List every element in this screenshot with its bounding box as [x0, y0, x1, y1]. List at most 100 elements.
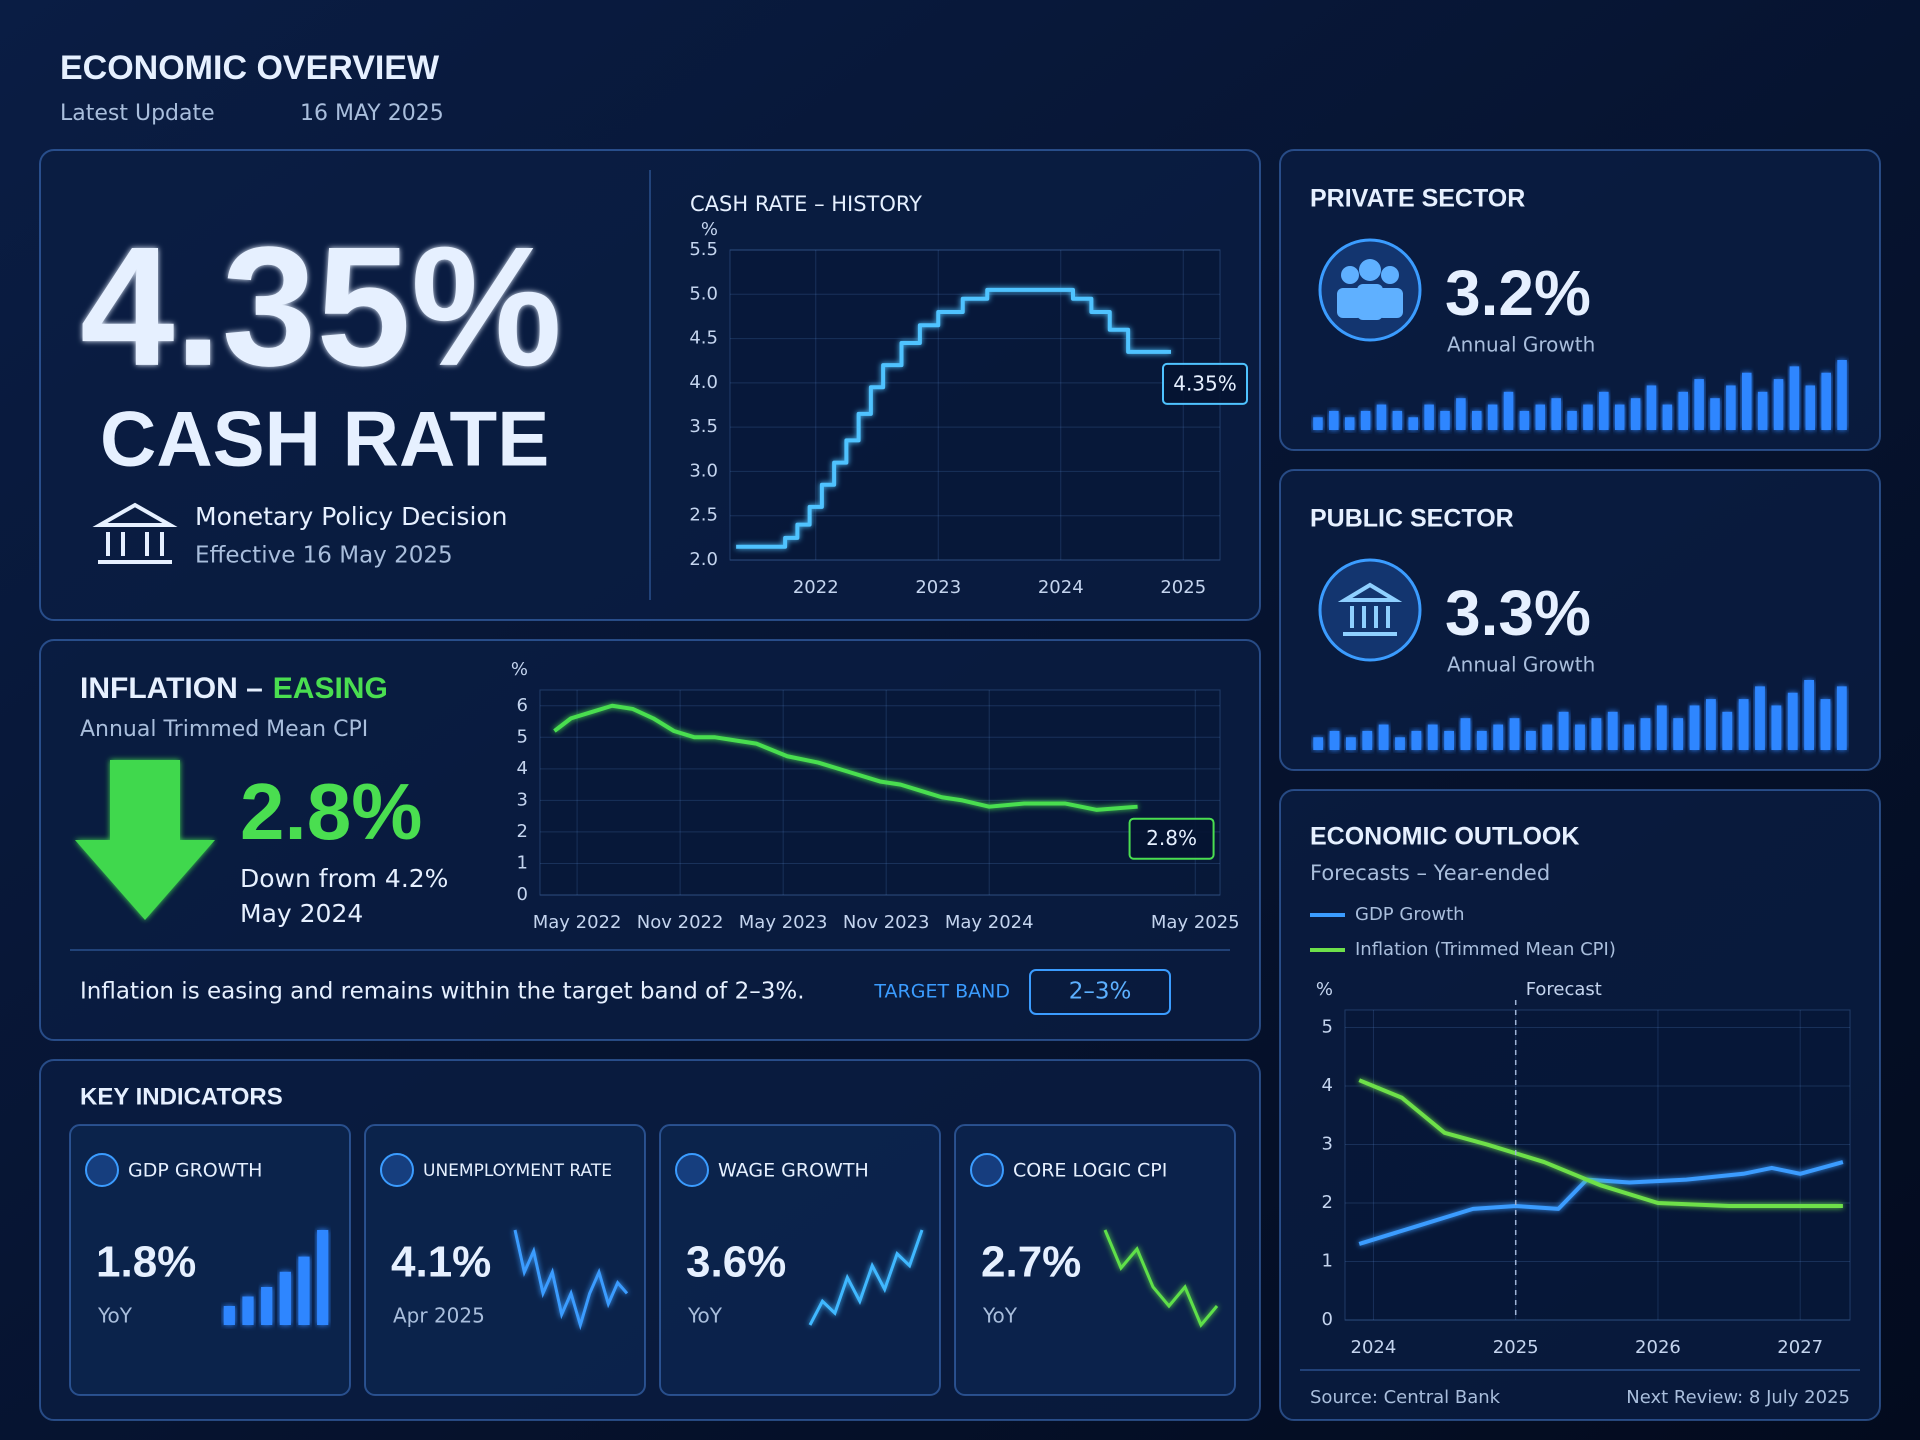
indicator-label: GDP GROWTH: [128, 1160, 262, 1182]
x-tick-label: 2026: [1635, 1337, 1681, 1358]
inflation-panel: [39, 639, 1261, 1041]
bar: [1630, 398, 1641, 430]
bar: [1821, 372, 1831, 430]
bar: [1329, 730, 1340, 750]
indicator-value: 2.7%: [981, 1238, 1081, 1287]
bar: [1640, 718, 1651, 750]
target-band-label: TARGET BAND: [873, 981, 1010, 1003]
bar: [1804, 680, 1814, 750]
bar: [1456, 398, 1466, 430]
bar: [1694, 379, 1704, 430]
bar: [223, 1306, 235, 1325]
x-tick-label: May 2024: [945, 912, 1034, 933]
x-tick-label: 2024: [1038, 577, 1084, 598]
cash-rate-panel: [39, 149, 1261, 621]
x-tick-label: May 2025: [1151, 912, 1240, 933]
indicator-card: [659, 1124, 941, 1396]
bank-icon: [1318, 558, 1422, 662]
series-line: [553, 703, 1138, 812]
series-line: [736, 287, 1171, 549]
indicator-label: WAGE GROWTH: [718, 1160, 869, 1182]
plot-area: [539, 689, 1221, 896]
bar: [1607, 711, 1618, 750]
indicator-caption: YoY: [982, 1304, 1018, 1328]
bar: [1706, 699, 1716, 750]
public-sector-title: PUBLIC SECTOR: [1310, 505, 1514, 533]
bar: [1313, 737, 1324, 750]
bar: [1836, 686, 1847, 750]
target-band-box: [1029, 969, 1171, 1015]
sparkline: [513, 1229, 629, 1331]
series-line: [1358, 1078, 1843, 1208]
bar: [1755, 686, 1765, 750]
y-tick-label: 3.0: [689, 460, 718, 481]
outlook-panel: [1279, 789, 1881, 1421]
indicator-value: 4.1%: [391, 1238, 491, 1287]
bar: [1678, 391, 1688, 430]
bar: [279, 1271, 291, 1325]
bar: [1742, 372, 1752, 430]
bar: [1362, 730, 1373, 750]
bar: [1738, 699, 1749, 750]
inflation-status: EASING: [273, 672, 388, 705]
bar: [1789, 366, 1800, 430]
indicator-icon: [970, 1153, 1004, 1187]
effective-text: Effective 16 May 2025: [195, 543, 453, 569]
sparkline: [1103, 1229, 1219, 1328]
page-title: ECONOMIC OVERVIEW: [60, 49, 440, 87]
inflation-change: Down from 4.2%: [240, 864, 448, 893]
y-unit: %: [511, 659, 528, 680]
bar: [1820, 699, 1831, 750]
private-sector-value: 3.2%: [1445, 257, 1591, 329]
private-sector-caption: Annual Growth: [1447, 333, 1595, 357]
cash-rate-label: CASH RATE: [100, 395, 549, 483]
private-sector-panel: [1279, 149, 1881, 451]
people-glyph: [1337, 259, 1403, 320]
bar: [1646, 385, 1657, 430]
x-tick-label: 2022: [793, 577, 839, 598]
y-tick-label: 1: [517, 852, 528, 873]
bar: [1773, 379, 1784, 430]
bar: [1460, 718, 1471, 750]
down-arrow: [75, 760, 215, 920]
bar: [1376, 404, 1387, 430]
bar: [1493, 724, 1504, 750]
bar: [1444, 730, 1454, 750]
outlook-source: Source: Central Bank: [1310, 1387, 1501, 1408]
bar: [1395, 737, 1405, 750]
decision-text: Monetary Policy Decision: [195, 502, 508, 531]
bar: [317, 1230, 329, 1325]
key-indicators-title: KEY INDICATORS: [80, 1083, 283, 1110]
y-tick-label: 3: [1322, 1134, 1333, 1155]
outlook-subtitle: Forecasts – Year-ended: [1310, 861, 1550, 885]
y-tick-label: 3.5: [689, 416, 718, 437]
update-date: 16 MAY 2025: [300, 101, 444, 126]
bar: [1440, 410, 1450, 430]
bar: [1476, 730, 1487, 750]
bar: [1519, 410, 1530, 430]
bar: [1614, 404, 1625, 430]
x-tick-label: Nov 2023: [843, 912, 930, 933]
bar: [1503, 391, 1514, 430]
indicator-caption: YoY: [97, 1304, 133, 1328]
y-tick-label: 5: [1322, 1017, 1333, 1038]
bar: [1487, 404, 1498, 430]
indicator-card: [364, 1124, 646, 1396]
y-tick-label: 1: [1322, 1251, 1333, 1272]
y-tick-label: 4: [517, 758, 528, 779]
bar: [1408, 417, 1418, 430]
indicator-value: 3.6%: [686, 1238, 786, 1287]
indicator-card: [954, 1124, 1236, 1396]
bar: [1346, 737, 1356, 750]
x-tick-label: 2027: [1777, 1337, 1823, 1358]
private-sector-title: PRIVATE SECTOR: [1310, 185, 1525, 213]
bank-glyph: [1337, 582, 1403, 636]
value-label: 4.35%: [1173, 371, 1237, 395]
outlook-next-review: Next Review: 8 July 2025: [1626, 1387, 1850, 1408]
y-tick-label: 4: [1322, 1075, 1333, 1096]
bar: [1583, 404, 1593, 430]
x-tick-label: Nov 2022: [637, 912, 724, 933]
bar: [1378, 724, 1389, 750]
